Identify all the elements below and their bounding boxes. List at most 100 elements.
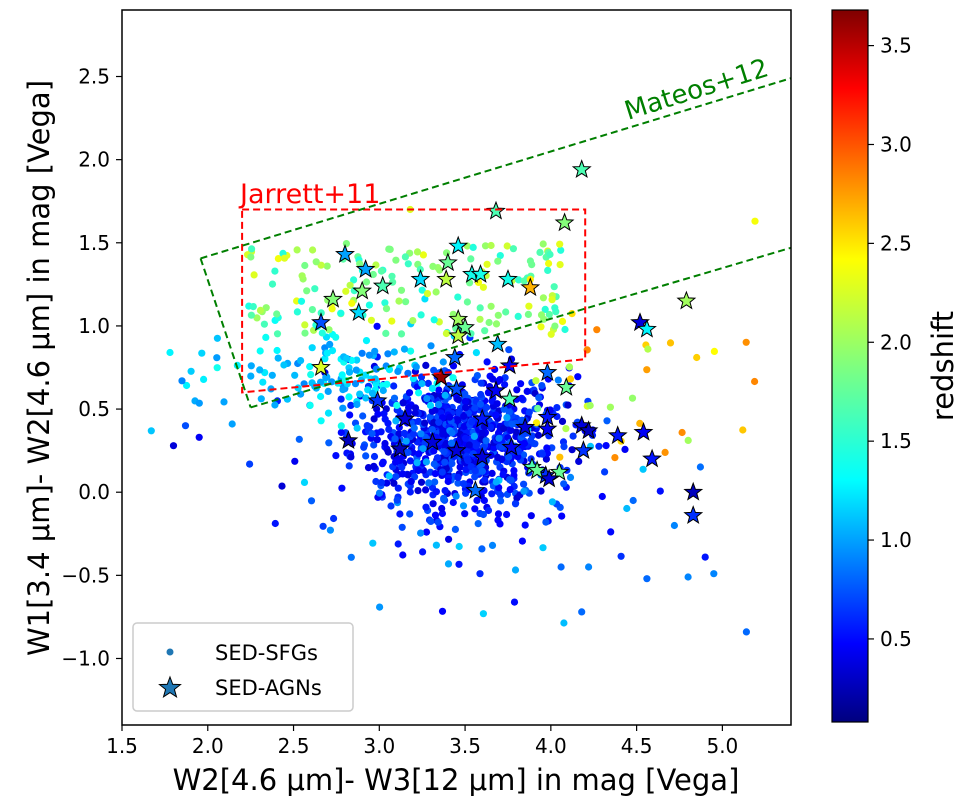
sfg-point bbox=[377, 478, 385, 487]
agn-star-point bbox=[348, 302, 369, 322]
sfg-point bbox=[328, 305, 336, 313]
sfg-point bbox=[404, 369, 412, 377]
sfg-point bbox=[441, 487, 449, 495]
sfg-point bbox=[345, 393, 353, 401]
sfg-point bbox=[696, 463, 705, 471]
sfg-point bbox=[370, 441, 378, 449]
sfg-point bbox=[419, 445, 427, 453]
sfg-point bbox=[710, 347, 719, 355]
sfg-point bbox=[666, 339, 675, 347]
sfg-point bbox=[418, 380, 426, 388]
sfg-point bbox=[399, 399, 407, 407]
sfg-point bbox=[501, 381, 509, 389]
sfg-point bbox=[370, 462, 378, 470]
sfg-point bbox=[487, 241, 495, 250]
sfg-point bbox=[293, 308, 301, 316]
sfg-point bbox=[541, 305, 549, 313]
sfg-point bbox=[481, 476, 489, 484]
sfg-point bbox=[417, 311, 425, 319]
sfg-point bbox=[520, 487, 528, 495]
agn-star-point bbox=[338, 430, 359, 450]
sfg-point bbox=[413, 248, 422, 256]
sfg-point bbox=[415, 389, 423, 397]
sfg-point bbox=[643, 575, 651, 583]
sfg-point bbox=[422, 458, 430, 466]
sfg-point bbox=[524, 310, 533, 318]
sfg-point bbox=[606, 403, 615, 411]
sfg-point bbox=[307, 371, 315, 379]
sfg-point bbox=[426, 413, 434, 421]
sfg-point bbox=[539, 294, 548, 302]
agn-star-point bbox=[642, 448, 662, 468]
sfg-point bbox=[303, 287, 311, 295]
agn-star-point bbox=[372, 275, 393, 295]
sfg-point bbox=[317, 392, 325, 401]
sfg-point bbox=[438, 468, 446, 476]
sfg-point bbox=[347, 401, 355, 409]
sfg-point bbox=[169, 442, 178, 450]
sfg-point bbox=[409, 430, 418, 438]
sfg-point bbox=[370, 452, 379, 461]
sfg-point bbox=[324, 409, 333, 417]
sfg-point bbox=[273, 330, 282, 338]
sfg-point bbox=[479, 610, 487, 618]
sfg-point bbox=[417, 478, 426, 486]
colorbar-tick-label: 1.0 bbox=[880, 528, 912, 552]
sfg-point bbox=[551, 322, 559, 330]
mateos-region bbox=[199, 77, 791, 409]
colorbar-ticks: 0.5 1.0 1.5 2.0 2.5 3.0 3.5 bbox=[868, 34, 912, 651]
sfg-point bbox=[346, 281, 354, 289]
sfg-point bbox=[558, 512, 566, 520]
sfg-point bbox=[463, 298, 471, 306]
sfg-point bbox=[491, 365, 499, 373]
sfg-point bbox=[195, 399, 203, 407]
sfg-point bbox=[710, 570, 718, 578]
sfg-point bbox=[394, 484, 402, 492]
sfg-point bbox=[297, 297, 306, 305]
sfg-point bbox=[404, 260, 412, 268]
sfg-point bbox=[444, 560, 453, 568]
sfg-point bbox=[367, 316, 375, 324]
sfg-point bbox=[611, 454, 619, 462]
sfg-point bbox=[365, 301, 373, 309]
sfg-point bbox=[246, 460, 254, 468]
plot-frame bbox=[121, 9, 792, 726]
sfg-point bbox=[337, 422, 345, 430]
sfg-point bbox=[586, 401, 594, 410]
sfg-point bbox=[463, 455, 471, 463]
sfg-point bbox=[454, 293, 462, 301]
sfg-point bbox=[684, 573, 692, 581]
sfg-point bbox=[394, 540, 402, 548]
sfg-point bbox=[431, 406, 439, 414]
sfg-point bbox=[442, 329, 450, 338]
sfg-point bbox=[362, 452, 370, 460]
sfg-point bbox=[412, 363, 420, 371]
sfg-point bbox=[398, 523, 406, 531]
agn-star-point bbox=[355, 258, 376, 278]
sfg-point bbox=[373, 322, 381, 330]
sfg-point bbox=[471, 467, 479, 475]
mateos-line bbox=[199, 258, 252, 408]
sfg-point bbox=[602, 442, 610, 450]
sfg-point bbox=[337, 309, 345, 317]
sfg-point bbox=[384, 419, 392, 427]
sfg-point bbox=[574, 373, 582, 381]
colorbar-tick-label: 2.0 bbox=[880, 330, 912, 354]
sfg-point bbox=[406, 488, 414, 496]
sfg-point bbox=[342, 240, 350, 248]
sfg-point bbox=[372, 365, 380, 373]
sfg-point bbox=[422, 361, 430, 369]
legend-agn-marker bbox=[158, 675, 182, 699]
sfg-point bbox=[405, 389, 414, 397]
sfg-point bbox=[471, 505, 479, 513]
sfg-point bbox=[484, 389, 492, 397]
agn-star-point bbox=[410, 268, 431, 288]
sfg-point bbox=[404, 471, 412, 479]
sfg-point bbox=[461, 510, 469, 518]
sfg-point bbox=[353, 400, 361, 409]
sfg-point bbox=[399, 551, 407, 559]
sfg-point bbox=[422, 528, 431, 536]
sfg-point bbox=[449, 362, 458, 370]
agn-star-point bbox=[472, 408, 493, 428]
sfg-point bbox=[542, 518, 550, 526]
